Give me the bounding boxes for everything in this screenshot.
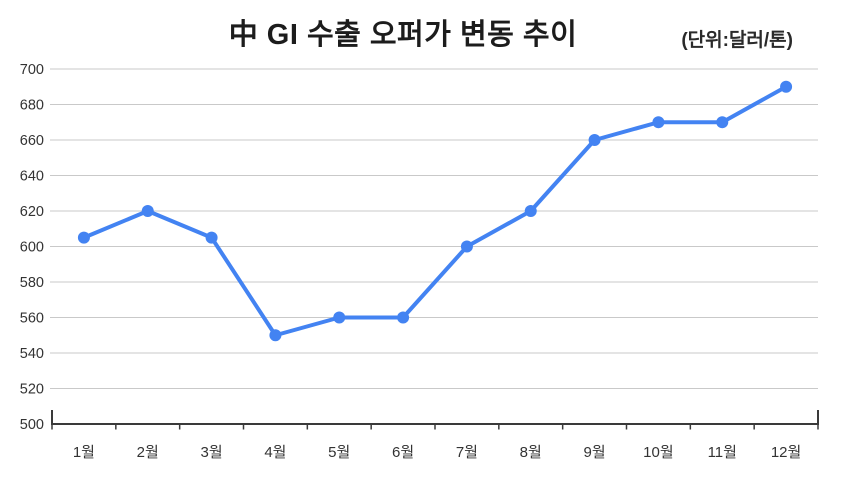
x-tick-label-12: 12월 (771, 444, 802, 461)
y-tick-label-640: 640 (20, 169, 44, 185)
x-tick-label-2: 2월 (137, 444, 159, 461)
y-tick-label-600: 600 (20, 240, 44, 256)
data-point-3월 (205, 231, 218, 244)
y-tick-label-680: 680 (20, 98, 44, 114)
data-point-11월 (716, 116, 729, 129)
data-point-1월 (77, 231, 90, 244)
data-point-9월 (588, 134, 601, 146)
x-tick-label-5: 5월 (328, 444, 350, 461)
y-tick-label-660: 660 (20, 133, 44, 149)
y-tick-label-580: 580 (20, 275, 44, 291)
chart-unit-label: (단위:달러/톤) (681, 29, 793, 51)
data-point-2월 (141, 205, 154, 217)
data-point-5월 (333, 311, 346, 324)
y-tick-label-700: 700 (20, 62, 44, 78)
x-tick-label-7: 7월 (456, 444, 478, 461)
x-tick-label-8: 8월 (520, 444, 542, 461)
y-tick-label-520: 520 (20, 382, 44, 398)
plot-area: 500 520 540 560 580 600 620 640 660 680 700 1월 2월 3월 4… (20, 62, 819, 461)
x-tick-label-6: 6월 (392, 444, 414, 461)
data-point-6월 (397, 311, 410, 324)
chart-title: 中 GI 수출 오퍼가 변동 추이 (229, 18, 578, 51)
x-tick-label-1: 1월 (73, 444, 95, 461)
data-line (81, 84, 789, 338)
x-tick-label-9: 9월 (584, 444, 606, 461)
y-tick-label-620: 620 (20, 204, 44, 220)
data-point-4월 (269, 329, 282, 342)
x-tick-label-10: 10월 (643, 444, 674, 461)
y-tick-label-560: 560 (20, 311, 44, 327)
y-tick-label-500: 500 (20, 417, 44, 433)
data-point-10월 (652, 116, 665, 129)
data-point-12월 (780, 80, 793, 93)
data-point-7월 (460, 240, 473, 253)
y-tick-label-540: 540 (20, 346, 44, 362)
x-tick-label-11: 11월 (708, 444, 737, 461)
data-point-8월 (524, 205, 537, 217)
x-tick-label-4: 4월 (264, 444, 286, 461)
x-tick-label-3: 3월 (201, 444, 223, 461)
